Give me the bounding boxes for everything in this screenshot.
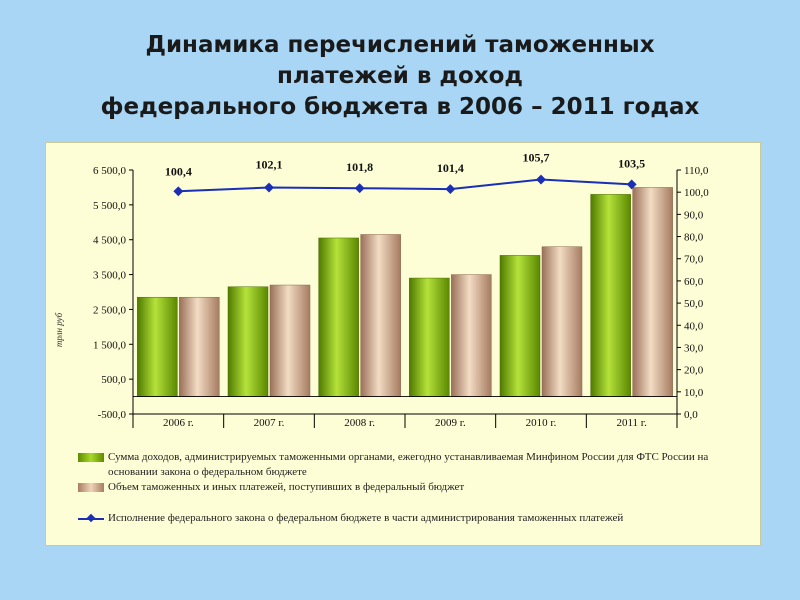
legend: Сумма доходов, администрируемых таможенн… xyxy=(78,450,728,526)
y-right-tick-label: 40,0 xyxy=(684,320,704,332)
execution-point xyxy=(264,182,274,193)
bar-assigned xyxy=(137,296,178,397)
y-left-tick-label: 4 500,0 xyxy=(93,235,127,247)
chart-title-line2: платежей в доход xyxy=(277,63,523,89)
x-tick-label: 2010 г. xyxy=(526,417,557,429)
y-right-tick-label: 0,0 xyxy=(684,409,698,421)
bar-assigned xyxy=(499,255,541,397)
y-right-tick-label: 30,0 xyxy=(684,342,704,354)
chart-title-line3: федерального бюджета в 2006 – 2011 годах xyxy=(100,94,700,120)
y-left-tick-label: -500,0 xyxy=(98,409,127,421)
y-right-tick-label: 70,0 xyxy=(684,254,704,266)
bar-received xyxy=(541,246,583,397)
legend-swatch-tan xyxy=(78,483,104,492)
y-right-tick-label: 100,0 xyxy=(684,187,709,199)
legend-label: Сумма доходов, администрируемых таможенн… xyxy=(108,451,709,478)
legend-label: Исполнение федерального закона о федерал… xyxy=(108,512,624,524)
execution-data-label: 102,1 xyxy=(256,158,283,172)
bar-received xyxy=(179,296,220,397)
x-tick-label: 2009 г. xyxy=(435,417,466,429)
execution-point xyxy=(536,174,546,185)
x-tick-label: 2008 г. xyxy=(344,417,375,429)
bar-received xyxy=(451,274,492,397)
x-tick-label: 2007 г. xyxy=(254,417,285,429)
y-right-tick-label: 60,0 xyxy=(684,276,704,288)
legend-item: Исполнение федерального закона о федерал… xyxy=(78,511,728,526)
y-right-tick-label: 110,0 xyxy=(684,165,709,177)
chart-title: Динамика перечислений таможенных платеже… xyxy=(0,30,800,123)
execution-data-label: 103,5 xyxy=(618,156,645,170)
y-right-tick-label: 90,0 xyxy=(684,209,704,221)
legend-swatch-green xyxy=(78,453,104,462)
y-left-tick-label: 2 500,0 xyxy=(93,304,127,316)
bar-received xyxy=(360,234,401,397)
execution-line xyxy=(178,178,632,193)
execution-point xyxy=(173,186,184,197)
execution-data-label: 100,4 xyxy=(165,164,192,178)
execution-data-label: 101,8 xyxy=(346,160,373,174)
execution-data-label: 101,4 xyxy=(437,161,464,175)
x-tick-label: 2011 г. xyxy=(616,417,647,429)
y-left-tick-label: 500,0 xyxy=(101,374,126,386)
legend-swatch-line xyxy=(78,513,104,524)
bar-assigned xyxy=(409,277,450,397)
bar-assigned xyxy=(318,237,359,397)
legend-item: Объем таможенных и иных платежей, поступ… xyxy=(78,480,728,495)
y-right-tick-label: 50,0 xyxy=(684,298,704,310)
legend-item: Сумма доходов, администрируемых таможенн… xyxy=(78,450,728,480)
x-tick-label: 2006 г. xyxy=(163,417,194,429)
execution-data-label: 105,7 xyxy=(523,151,550,165)
legend-label: Объем таможенных и иных платежей, поступ… xyxy=(108,481,465,493)
bar-received xyxy=(269,284,311,397)
chart-title-line1: Динамика перечислений таможенных xyxy=(145,32,655,58)
bar-assigned xyxy=(590,194,631,397)
y-left-tick-label: 3 500,0 xyxy=(93,270,127,282)
bar-assigned xyxy=(227,286,269,397)
y-right-tick-label: 80,0 xyxy=(684,232,704,244)
execution-point xyxy=(445,184,456,195)
y-left-tick-label: 6 500,0 xyxy=(93,165,127,177)
y-left-tick-label: 5 500,0 xyxy=(93,200,127,212)
execution-point xyxy=(626,179,637,190)
execution-point xyxy=(354,183,365,194)
bar-received xyxy=(632,187,673,397)
y-left-tick-label: 1 500,0 xyxy=(93,339,127,351)
y-left-axis-label: трлн руб xyxy=(54,312,64,347)
y-right-tick-label: 20,0 xyxy=(684,365,704,377)
y-right-tick-label: 10,0 xyxy=(684,387,704,399)
